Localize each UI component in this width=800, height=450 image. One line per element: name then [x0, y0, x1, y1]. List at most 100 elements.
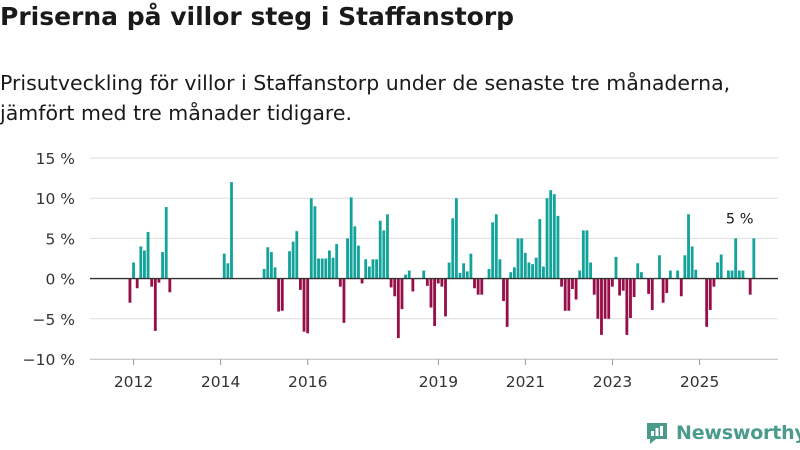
bar	[168, 278, 172, 293]
bar	[291, 241, 295, 279]
bar	[433, 278, 437, 327]
bar	[658, 255, 661, 279]
bar	[143, 250, 146, 279]
bar	[393, 278, 397, 297]
subtitle-line-1: Prisutveckling för villor i Staffanstorp…	[0, 71, 731, 95]
bar	[302, 278, 306, 332]
x-tick-label: 2021	[506, 373, 545, 391]
bar	[146, 231, 150, 279]
bar	[425, 278, 429, 286]
bar	[523, 252, 527, 279]
bar	[375, 259, 378, 279]
bar	[335, 244, 339, 279]
bar	[454, 198, 458, 279]
bar	[737, 270, 741, 279]
bar	[727, 270, 730, 279]
bar	[451, 218, 455, 279]
bar	[436, 278, 440, 284]
bar	[556, 215, 560, 279]
bar	[440, 278, 444, 287]
bar	[222, 253, 226, 279]
bar	[135, 278, 139, 289]
bar	[353, 226, 357, 279]
bar	[545, 198, 549, 279]
bar	[636, 263, 640, 279]
bar	[610, 278, 614, 287]
bar	[650, 278, 654, 310]
bar	[629, 278, 632, 318]
bar	[396, 278, 400, 339]
bar	[498, 259, 502, 279]
bar	[589, 262, 593, 279]
grid-lines	[90, 157, 778, 360]
bar	[494, 214, 498, 279]
bar	[346, 238, 349, 279]
x-tick-label: 2025	[680, 373, 719, 391]
bar	[313, 206, 317, 279]
bar	[632, 278, 636, 298]
bar	[560, 278, 563, 287]
bar	[389, 278, 393, 288]
bar	[378, 220, 382, 279]
bar	[476, 278, 480, 295]
axes	[90, 277, 778, 365]
bar	[513, 267, 516, 279]
bar	[164, 207, 168, 279]
bar	[299, 278, 302, 290]
x-tick-label: 2012	[114, 373, 153, 391]
bar	[161, 252, 164, 279]
bar	[592, 278, 596, 295]
bar	[360, 278, 364, 284]
x-tick-label: 2019	[419, 373, 458, 391]
bar	[705, 278, 709, 327]
bar	[578, 270, 582, 279]
bar	[719, 254, 723, 279]
bar	[324, 258, 328, 279]
bar	[549, 190, 553, 279]
y-tick-label: 5 %	[45, 230, 75, 248]
bar	[309, 198, 313, 279]
bar	[382, 230, 386, 279]
bar	[288, 251, 291, 279]
bar	[571, 278, 574, 290]
bar	[342, 278, 346, 323]
bar	[262, 268, 266, 279]
newsworthy-logo[interactable]: Newsworthy	[644, 420, 800, 446]
chart-subtitle: Prisutveckling för villor i Staffanstorp…	[0, 68, 790, 128]
subtitle-line-2: jämfört med tre månader tidigare.	[0, 101, 353, 125]
bar	[581, 230, 585, 279]
bar	[516, 238, 520, 279]
bar	[509, 272, 513, 279]
bar	[226, 263, 230, 279]
bar	[266, 247, 270, 279]
bar	[317, 258, 320, 279]
bar	[661, 278, 665, 303]
bar	[371, 259, 375, 279]
bars	[128, 182, 756, 339]
bar	[400, 278, 404, 310]
bar	[625, 278, 629, 335]
bar	[139, 246, 143, 279]
bar	[150, 278, 154, 287]
bar	[676, 270, 680, 279]
bar	[269, 252, 273, 279]
bar	[306, 278, 310, 334]
bar	[411, 278, 415, 292]
bar	[567, 278, 571, 311]
bar	[585, 230, 589, 279]
bar	[730, 270, 734, 279]
bar	[668, 270, 672, 279]
bar	[367, 266, 371, 279]
bar	[444, 278, 447, 317]
bar	[534, 257, 538, 279]
bar	[607, 278, 611, 319]
bar	[331, 257, 335, 279]
y-tick-label: 15 %	[36, 150, 75, 168]
y-tick-label: 0 %	[45, 271, 75, 289]
bar	[491, 222, 495, 279]
bar	[157, 278, 161, 283]
bar	[230, 182, 233, 279]
bar-chart: −10 % −5 % 0 % 5 % 10 % 15 % 2012 2014 2016 2019 2…	[23, 150, 778, 391]
bar	[600, 278, 603, 335]
bar	[404, 274, 408, 279]
